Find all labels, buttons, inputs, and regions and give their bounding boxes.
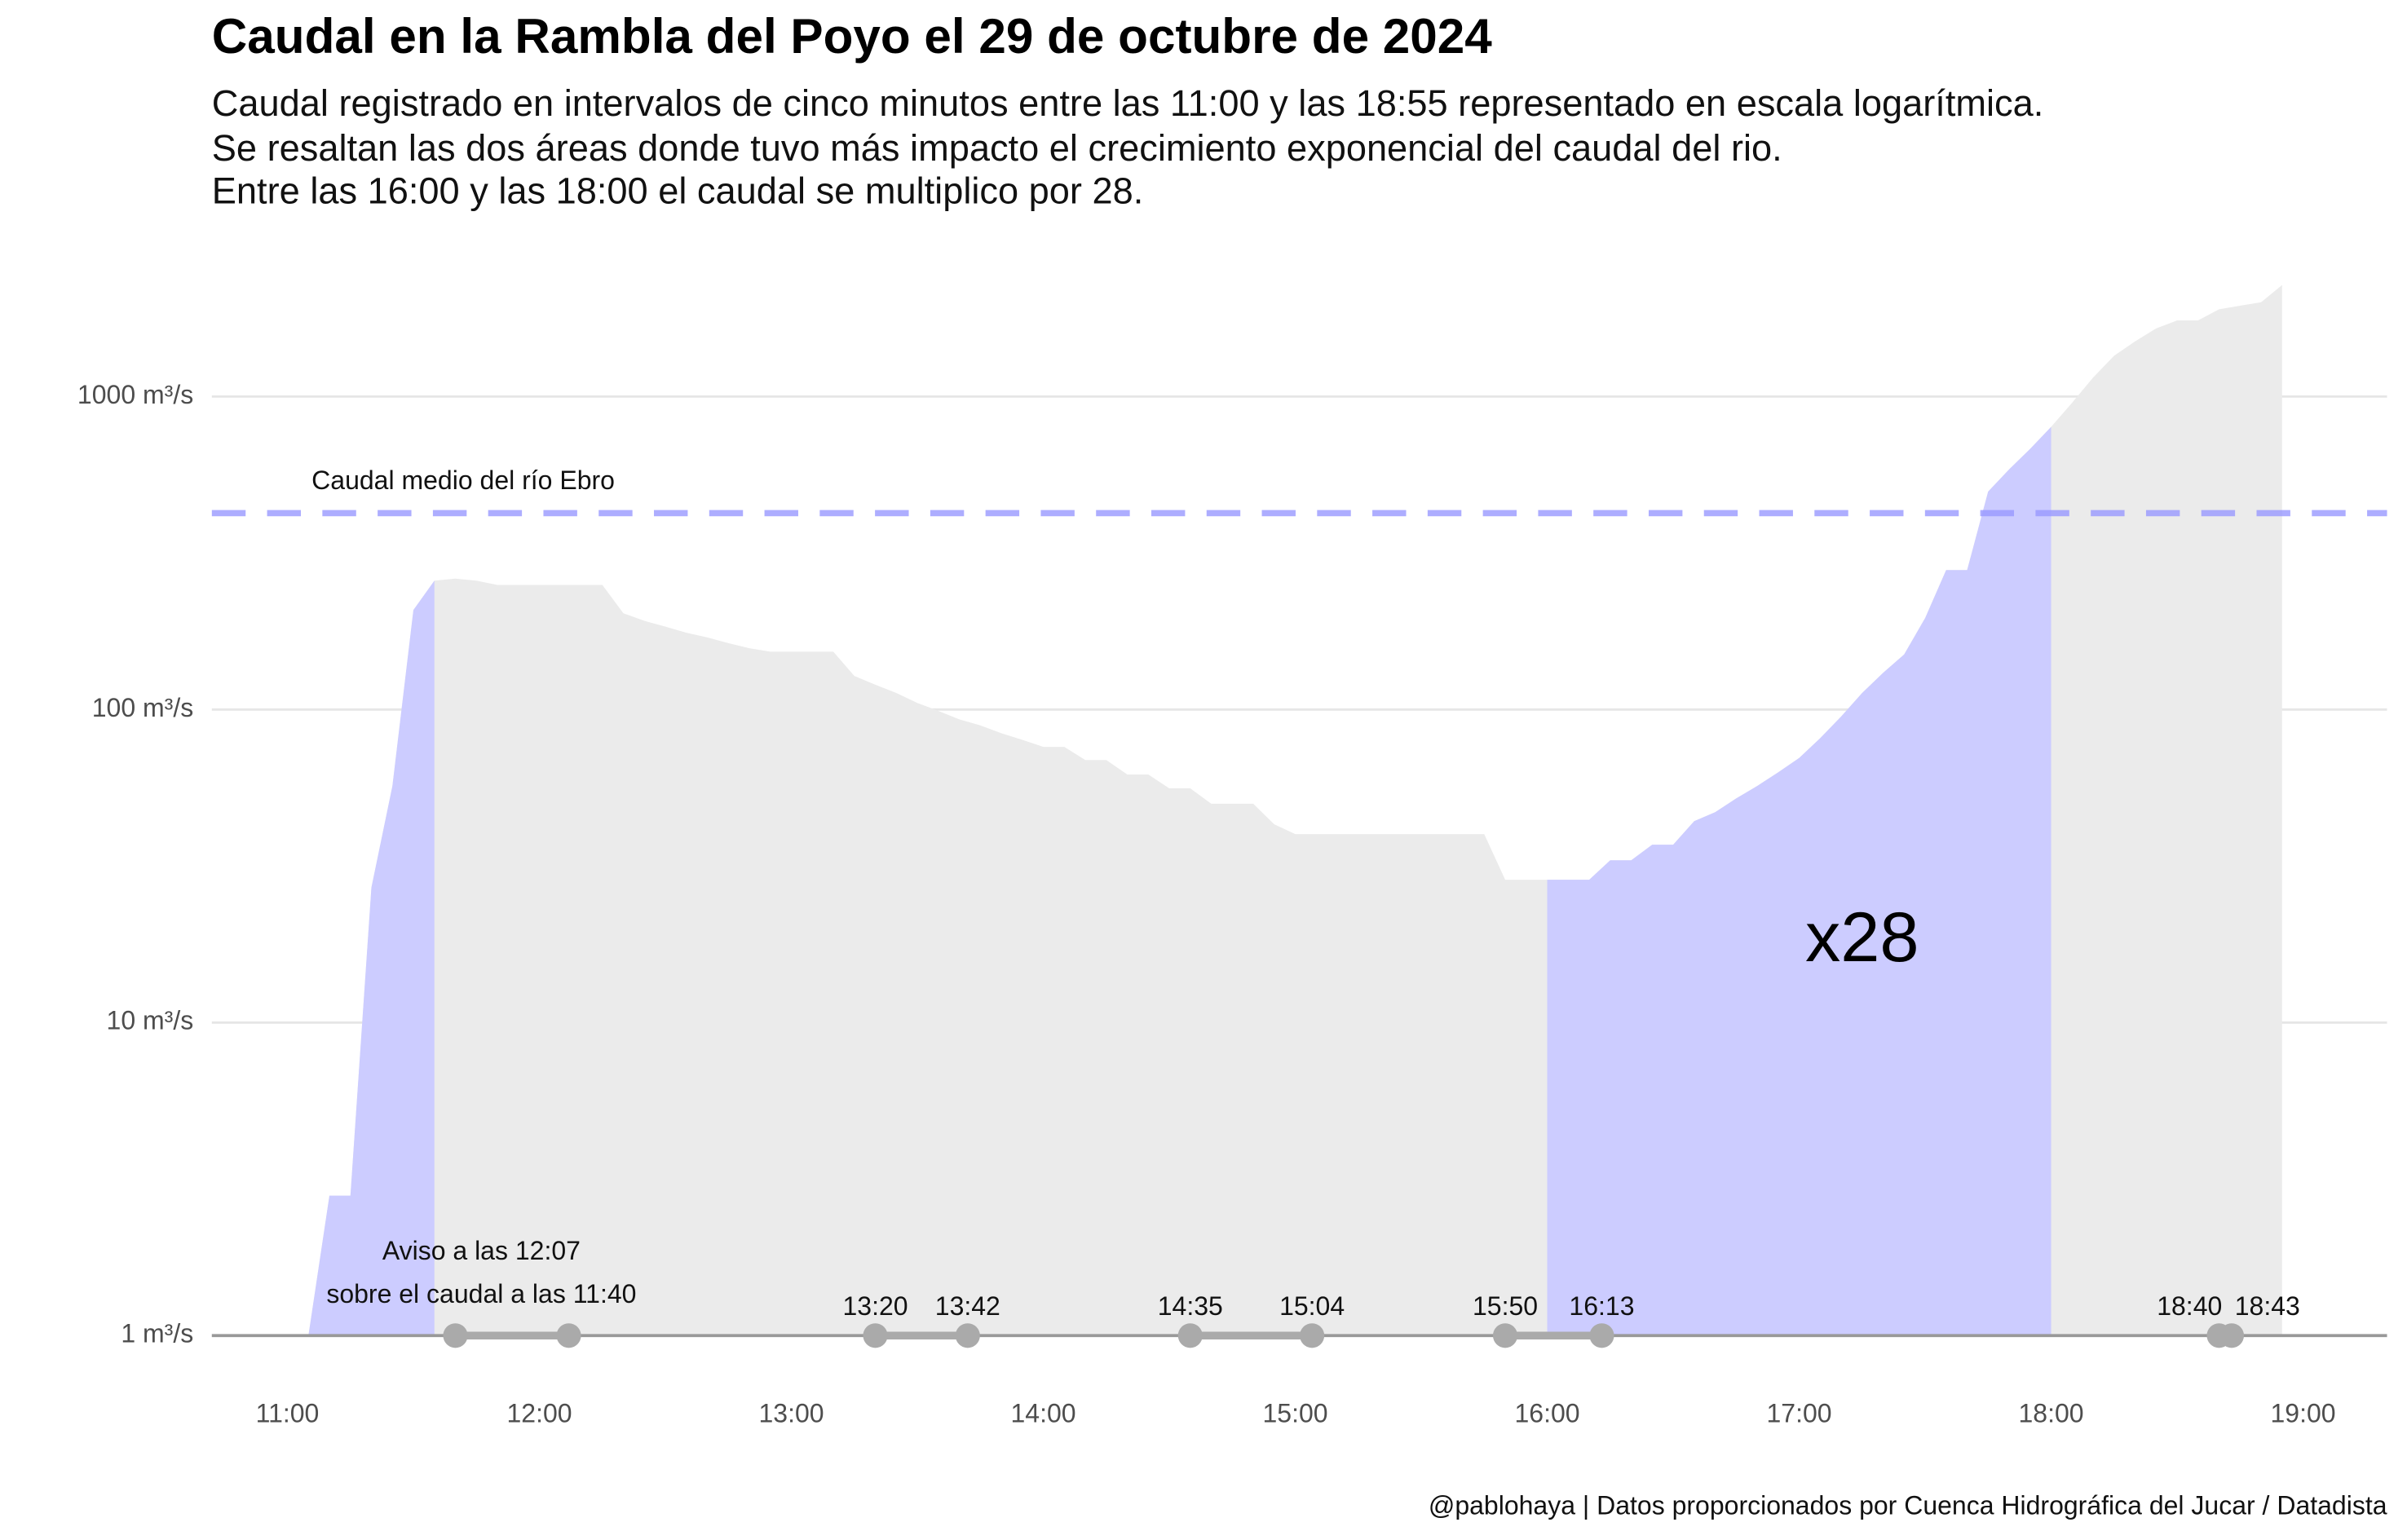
annotation: x28: [1805, 898, 1919, 977]
x-tick-label: 11:00: [256, 1399, 320, 1428]
alert-time: 18:43: [2235, 1291, 2300, 1321]
alert-point: [1300, 1323, 1325, 1348]
alert-point: [863, 1323, 888, 1348]
chart-subtitle: Caudal registrado en intervalos de cinco…: [212, 82, 2044, 124]
alert-time: 15:04: [1279, 1291, 1345, 1321]
alert-time: 16:13: [1569, 1291, 1634, 1321]
highlight-area: [1547, 426, 2051, 1336]
x-tick-label: 17:00: [1766, 1399, 1831, 1428]
alert-time: 18:40: [2157, 1291, 2222, 1321]
alert-point: [443, 1323, 468, 1348]
x-tick-label: 15:00: [1262, 1399, 1327, 1428]
x-tick-label: 18:00: [2018, 1399, 2083, 1428]
alert-time: 13:42: [935, 1291, 1000, 1321]
x-tick-label: 13:00: [758, 1399, 824, 1428]
x-tick-label: 16:00: [1514, 1399, 1579, 1428]
alert-time: 13:20: [842, 1291, 908, 1321]
alert-point: [955, 1323, 980, 1348]
alert-point: [1492, 1323, 1518, 1348]
chart-title: Caudal en la Rambla del Poyo el 29 de oc…: [212, 8, 1493, 64]
caption: @pablohaya | Datos proporcionados por Cu…: [1429, 1491, 2387, 1520]
x-tick-label: 12:00: [506, 1399, 572, 1428]
x-tick-label: 19:00: [2270, 1399, 2335, 1428]
alert-time: 15:50: [1473, 1291, 1538, 1321]
y-tick-label: 1 m³/s: [121, 1319, 193, 1348]
alert-point: [2219, 1323, 2245, 1348]
chart-subtitle: Se resaltan las dos áreas donde tuvo más…: [212, 127, 1782, 169]
x-tick-label: 14:00: [1010, 1399, 1075, 1428]
alert-label: Aviso a las 12:07: [382, 1236, 581, 1265]
y-tick-label: 10 m³/s: [107, 1006, 194, 1035]
alert-time: 14:35: [1158, 1291, 1223, 1321]
chart-subtitle: Entre las 16:00 y las 18:00 el caudal se…: [212, 170, 1144, 212]
alert-point: [1177, 1323, 1203, 1348]
alert-point: [556, 1323, 581, 1348]
reference-label: Caudal medio del río Ebro: [311, 466, 615, 495]
alert-label: sobre el caudal a las 11:40: [326, 1279, 636, 1308]
alert-point: [1589, 1323, 1614, 1348]
y-tick-label: 100 m³/s: [92, 693, 193, 722]
y-tick-label: 1000 m³/s: [77, 380, 193, 409]
highlight-area: [308, 580, 435, 1336]
